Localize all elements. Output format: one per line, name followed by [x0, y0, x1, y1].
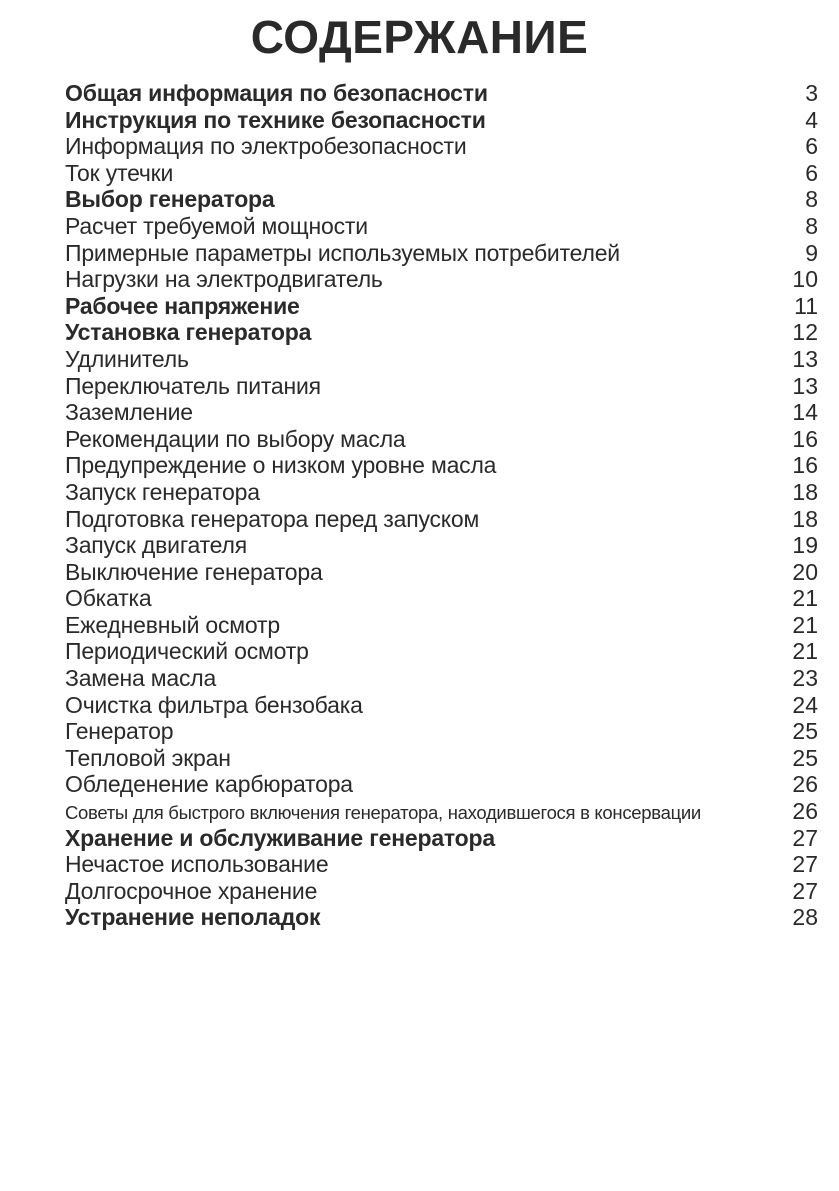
toc-entry-label: Выбор генератора: [65, 186, 275, 213]
toc-entry-label: Предупреждение о низком уровне масла: [65, 452, 497, 479]
toc-entry-page: 13: [792, 345, 818, 372]
toc-entry-page: 10: [792, 266, 818, 293]
toc-row: Подготовка генератора перед запуском 18: [65, 506, 818, 533]
toc-row: Обкатка 21: [65, 585, 818, 612]
toc-entry-page: 6: [805, 159, 818, 186]
toc-entry-label: Хранение и обслуживание генератора: [65, 824, 495, 851]
toc-entry-page: 25: [792, 718, 818, 745]
toc-entry-label: Заземление: [65, 399, 193, 426]
toc-entry-page: 26: [792, 771, 818, 798]
toc-entry-page: 11: [794, 292, 818, 319]
toc-entry-label: Инструкция по технике безопасности: [65, 106, 486, 133]
toc-entry-label: Рекомендации по выбору масла: [65, 425, 406, 452]
toc-row: Ежедневный осмотр 21: [65, 612, 818, 639]
toc-entry-label: Расчет требуемой мощности: [65, 212, 368, 239]
toc-entry-page: 18: [792, 478, 818, 505]
toc-row: Запуск генератора 18: [65, 479, 818, 506]
toc-row: Рабочее напряжение 11: [65, 293, 818, 320]
toc-row: Периодический осмотр 21: [65, 638, 818, 665]
toc-entry-page: 21: [792, 585, 818, 612]
toc-entry-page: 27: [792, 824, 818, 851]
toc-row: Ток утечки 6: [65, 160, 818, 187]
toc-entry-page: 3: [805, 80, 818, 106]
toc-entry-page: 9: [805, 239, 818, 266]
toc-entry-label: Запуск генератора: [65, 478, 260, 505]
toc-list: Общая информация по безопасности 3 Инстр…: [0, 80, 839, 931]
toc-entry-page: 6: [805, 133, 818, 160]
toc-entry-page: 13: [792, 372, 818, 399]
toc-row: Инструкция по технике безопасности 4: [65, 107, 818, 134]
toc-entry-page: 25: [792, 744, 818, 771]
toc-row: Информация по электробезопасности 6: [65, 133, 818, 160]
toc-row: Нагрузки на электродвигатель 10: [65, 266, 818, 293]
toc-entry-page: 8: [805, 212, 818, 239]
toc-entry-page: 24: [792, 691, 818, 718]
toc-entry-label: Переключатель питания: [65, 372, 321, 399]
toc-entry-label: Примерные параметры используемых потреби…: [65, 239, 620, 266]
toc-row: Выключение генератора 20: [65, 559, 818, 586]
toc-entry-page: 14: [792, 399, 818, 426]
toc-row: Удлинитель 13: [65, 346, 818, 373]
toc-entry-label: Нечастое использование: [65, 851, 329, 878]
toc-entry-page: 28: [792, 904, 818, 931]
toc-entry-page: 19: [792, 532, 818, 559]
toc-row: Очистка фильтра бензобака 24: [65, 692, 818, 719]
toc-entry-label: Ток утечки: [65, 159, 174, 186]
toc-entry-page: 26: [792, 798, 818, 825]
toc-row: Заземление 14: [65, 399, 818, 426]
toc-row: Устранение неполадок 28: [65, 904, 818, 931]
toc-entry-label: Выключение генератора: [65, 558, 323, 585]
toc-entry-label: Рабочее напряжение: [65, 292, 300, 319]
toc-entry-label: Общая информация по безопасности: [65, 80, 488, 106]
toc-entry-page: 21: [792, 638, 818, 665]
toc-entry-label: Периодический осмотр: [65, 638, 309, 665]
toc-entry-page: 4: [805, 106, 818, 133]
toc-row: Замена масла 23: [65, 665, 818, 692]
toc-entry-label: Генератор: [65, 718, 174, 745]
toc-row: Тепловой экран 25: [65, 745, 818, 772]
toc-entry-page: 21: [792, 611, 818, 638]
toc-entry-label: Долгосрочное хранение: [65, 877, 318, 904]
toc-entry-page: 8: [805, 186, 818, 213]
toc-row: Нечастое использование 27: [65, 851, 818, 878]
toc-entry-label: Ежедневный осмотр: [65, 611, 280, 638]
toc-entry-label: Подготовка генератора перед запуском: [65, 505, 480, 532]
toc-row: Предупреждение о низком уровне масла 16: [65, 452, 818, 479]
toc-row: Долгосрочное хранение 27: [65, 878, 818, 905]
toc-entry-label: Обкатка: [65, 585, 152, 612]
toc-entry-page: 18: [792, 505, 818, 532]
toc-row: Примерные параметры используемых потреби…: [65, 240, 818, 267]
toc-row: Общая информация по безопасности 3: [65, 80, 818, 107]
toc-row: Обледенение карбюратора 26: [65, 771, 818, 798]
toc-entry-page: 16: [792, 452, 818, 479]
toc-entry-label: Нагрузки на электродвигатель: [65, 266, 383, 293]
toc-row: Рекомендации по выбору масла 16: [65, 426, 818, 453]
page-title: СОДЕРЖАНИЕ: [250, 11, 589, 63]
toc-entry-page: 27: [792, 877, 818, 904]
toc-entry-page: 16: [792, 425, 818, 452]
toc-row: Расчет требуемой мощности 8: [65, 213, 818, 240]
toc-row: Установка генератора 12: [65, 319, 818, 346]
toc-row: Выбор генератора 8: [65, 186, 818, 213]
toc-entry-page: 12: [792, 319, 818, 346]
toc-row: Советы для быстрого включения генератора…: [65, 798, 818, 825]
toc-row: Запуск двигателя 19: [65, 532, 818, 559]
toc-entry-label: Информация по электробезопасности: [65, 133, 467, 160]
toc-row: Хранение и обслуживание генератора 27: [65, 825, 818, 852]
toc-entry-label: Обледенение карбюратора: [65, 771, 353, 798]
toc-row: Генератор 25: [65, 718, 818, 745]
toc-entry-page: 27: [792, 851, 818, 878]
toc-entry-label: Тепловой экран: [65, 744, 231, 771]
toc-entry-label: Замена масла: [65, 665, 217, 692]
toc-entry-page: 20: [792, 558, 818, 585]
toc-entry-label: Удлинитель: [65, 345, 189, 372]
toc-entry-label: Запуск двигателя: [65, 532, 247, 559]
toc-entry-page: 23: [792, 665, 818, 692]
toc-row: Переключатель питания 13: [65, 373, 818, 400]
toc-entry-label: Советы для быстрого включения генератора…: [65, 802, 701, 824]
toc-entry-label: Установка генератора: [65, 319, 312, 346]
toc-entry-label: Очистка фильтра бензобака: [65, 691, 363, 718]
toc-entry-label: Устранение неполадок: [65, 904, 321, 931]
